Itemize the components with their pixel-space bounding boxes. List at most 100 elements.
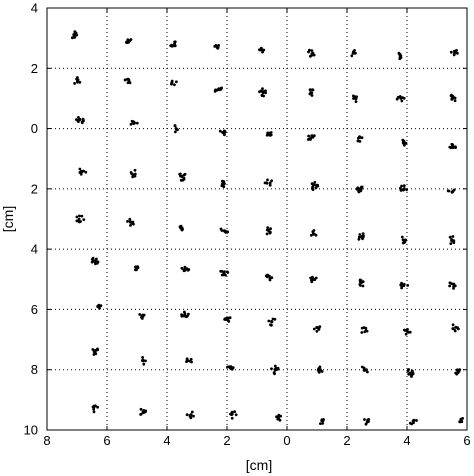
data-point <box>185 357 189 361</box>
data-point <box>400 184 403 188</box>
y-tick-label: 2 <box>31 61 38 76</box>
data-point <box>354 100 358 103</box>
data-point <box>405 188 408 192</box>
plot-area <box>47 8 467 430</box>
data-point <box>179 178 183 182</box>
data-point <box>268 231 272 235</box>
data-point <box>361 232 365 236</box>
data-point <box>189 357 193 361</box>
data-point <box>455 368 459 372</box>
data-point <box>406 284 410 287</box>
x-tick-label: 2 <box>343 433 350 448</box>
data-point <box>129 122 133 126</box>
x-axis-ticks: 8 6 4 2 0 2 4 6 <box>43 8 471 448</box>
data-point <box>92 410 96 414</box>
data-point <box>98 306 101 310</box>
data-point <box>178 172 182 176</box>
data-point <box>263 181 267 185</box>
data-point <box>307 50 310 54</box>
data-point <box>410 422 414 426</box>
data-point <box>357 136 360 140</box>
data-point <box>453 96 457 100</box>
data-point <box>144 409 148 413</box>
data-point <box>170 81 174 85</box>
data-point <box>144 359 147 363</box>
data-point <box>92 407 96 411</box>
data-point <box>450 93 453 97</box>
data-point <box>220 229 224 232</box>
data-point <box>270 320 273 323</box>
y-axis-label: [cm] <box>0 206 16 232</box>
data-point <box>188 415 192 418</box>
data-point <box>82 169 85 173</box>
data-point <box>400 235 404 239</box>
data-point <box>273 364 277 368</box>
data-point <box>259 46 263 50</box>
data-point <box>141 358 145 362</box>
data-point <box>131 175 135 179</box>
data-point <box>261 87 264 90</box>
data-point <box>262 94 265 98</box>
data-point <box>319 422 322 425</box>
data-point <box>271 317 275 321</box>
data-point <box>95 261 99 265</box>
data-point <box>403 328 406 332</box>
data-point <box>222 180 226 183</box>
data-point <box>453 329 457 332</box>
data-point <box>356 186 360 190</box>
data-point <box>233 410 237 414</box>
data-point <box>139 412 143 416</box>
data-point <box>402 184 406 188</box>
data-point <box>264 89 267 93</box>
data-point <box>448 284 451 288</box>
data-point <box>404 332 408 336</box>
x-tick-label: 8 <box>43 433 50 448</box>
y-tick-label: 6 <box>31 302 38 317</box>
data-point <box>452 241 456 245</box>
data-point <box>226 271 230 274</box>
data-point <box>358 233 362 236</box>
data-point <box>265 232 269 236</box>
x-tick-label: 6 <box>463 433 470 448</box>
data-point <box>128 81 132 85</box>
data-point <box>94 348 98 352</box>
data-point <box>125 41 128 44</box>
data-point <box>185 360 188 363</box>
data-point <box>183 310 186 314</box>
x-axis-label: [cm] <box>246 457 272 473</box>
data-point <box>401 96 404 100</box>
data-point <box>192 414 195 418</box>
data-point <box>217 44 221 47</box>
data-point <box>261 90 265 93</box>
data-point <box>454 325 458 329</box>
x-tick-label: 6 <box>103 433 110 448</box>
data-point <box>123 78 127 82</box>
y-tick-label: 10 <box>24 423 38 438</box>
data-point <box>458 420 462 424</box>
data-point <box>226 365 229 369</box>
data-point <box>415 419 418 422</box>
data-point <box>132 173 136 176</box>
data-point <box>313 181 317 184</box>
data-point <box>357 237 361 241</box>
data-point <box>79 169 83 173</box>
data-point <box>358 140 362 143</box>
data-point <box>354 97 358 101</box>
data-point <box>357 189 361 193</box>
data-point <box>78 167 82 171</box>
data-point <box>359 188 363 192</box>
x-tick-label: 4 <box>403 433 410 448</box>
data-point <box>449 242 453 246</box>
data-point <box>222 229 226 233</box>
data-points <box>70 30 464 426</box>
data-point <box>180 175 184 179</box>
data-point <box>75 215 79 219</box>
data-point <box>449 50 453 54</box>
data-point <box>94 352 98 356</box>
data-point <box>187 268 191 271</box>
data-point <box>359 280 363 284</box>
data-point <box>453 99 457 103</box>
data-point <box>266 226 270 230</box>
data-point <box>222 271 226 274</box>
